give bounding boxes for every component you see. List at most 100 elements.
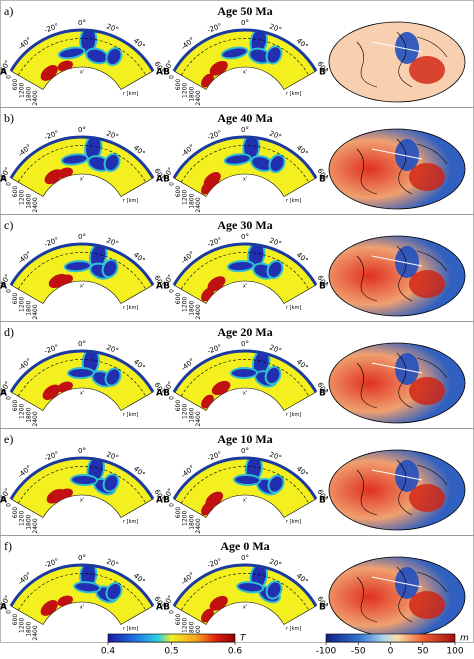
surface-rim	[9, 28, 155, 72]
depth-label: 2400	[195, 411, 202, 426]
section-body	[10, 136, 154, 197]
angle-label: 0°	[241, 233, 249, 241]
section-end: B	[163, 175, 170, 185]
map-high	[409, 270, 445, 298]
surface-rim	[172, 135, 318, 179]
depth-unit: r [km]	[286, 198, 301, 204]
depth-label: 2400	[32, 411, 39, 426]
anomalies	[201, 30, 283, 88]
section-end: A'	[156, 389, 166, 399]
section-end: B'	[319, 389, 329, 399]
colorbar-tick-label: 0.6	[228, 647, 243, 657]
angle-label: 20°	[268, 22, 282, 34]
map-coast	[356, 138, 448, 195]
panel-title: Age 30 Ma	[217, 218, 272, 232]
depth-label: 0	[5, 75, 12, 79]
panel-title: Age 50 Ma	[217, 4, 272, 18]
depth-label: 600	[175, 400, 182, 412]
map-high	[409, 484, 445, 512]
depth-label: 1200	[182, 296, 189, 311]
map-high	[409, 591, 445, 619]
panel-letter: a)	[4, 4, 13, 18]
colorbar-tick-label: 100	[446, 647, 463, 657]
depth-label: 1800	[188, 193, 195, 208]
center-label: x'	[80, 498, 84, 504]
cold-anomaly	[72, 476, 97, 485]
depth-label: 0	[5, 503, 12, 507]
map-high	[409, 56, 445, 84]
angle-label: 0°	[78, 340, 86, 348]
depth-label: 1200	[182, 510, 189, 525]
map-low	[395, 139, 419, 171]
depth-label: 2400	[195, 304, 202, 319]
section-end: A	[0, 68, 7, 78]
depth-label: 1200	[182, 403, 189, 418]
surface-rim	[9, 456, 155, 500]
panel-letter: c)	[4, 218, 13, 232]
hot-anomaly	[209, 596, 228, 611]
map-globe	[328, 21, 466, 103]
panel-title: Age 10 Ma	[217, 432, 272, 446]
depth-unit: r [km]	[286, 91, 301, 97]
cold-anomaly	[103, 260, 117, 277]
map-coast	[356, 459, 448, 516]
depth-label: 600	[12, 79, 19, 91]
depth-label: 600	[12, 614, 19, 626]
depth-label: 600	[175, 293, 182, 305]
center-label: x'	[243, 391, 247, 397]
depth-label: 1200	[19, 510, 26, 525]
transition-zone	[181, 145, 309, 183]
colorbar	[107, 633, 236, 643]
depth-unit: r [km]	[286, 412, 301, 418]
cold-anomaly	[90, 244, 106, 268]
depth-label: 1200	[19, 403, 26, 418]
angle-label: 20°	[105, 22, 119, 34]
colorbar-tick-label: 0	[388, 647, 394, 657]
center-label: x'	[243, 70, 247, 76]
hot-anomaly	[57, 60, 73, 72]
cold-anomaly	[107, 49, 121, 65]
depth-label: 600	[12, 186, 19, 198]
depth-label: 0	[5, 396, 12, 400]
map-globe	[328, 342, 466, 424]
cold-anomaly	[228, 262, 253, 271]
section-end: A	[0, 603, 7, 613]
angle-label: 20°	[105, 129, 119, 141]
surface-rim	[172, 563, 318, 607]
anomalies	[201, 351, 282, 409]
depth-label: 2400	[32, 197, 39, 212]
depth-unit: r [km]	[123, 198, 138, 204]
angle-label: 0°	[241, 447, 249, 455]
anomalies	[48, 243, 119, 289]
depth-label: 0	[168, 503, 175, 507]
cold-anomaly	[225, 155, 250, 164]
transition-zone	[18, 573, 146, 611]
depth-label: 1200	[19, 296, 26, 311]
cold-anomaly	[83, 351, 98, 374]
cold-anomaly	[252, 157, 272, 170]
cold-anomaly	[267, 47, 281, 63]
panel-title: Age 40 Ma	[217, 111, 272, 125]
hot-anomaly	[209, 61, 228, 76]
cold-anomaly	[104, 475, 118, 491]
depth-unit: r [km]	[286, 626, 301, 632]
section-body	[173, 350, 317, 411]
depth-label: 1800	[25, 193, 32, 208]
angle-label: 20°	[268, 343, 282, 355]
cold-anomaly	[65, 262, 90, 271]
depth-label: 1800	[188, 621, 195, 636]
angle-label: 0°	[78, 126, 86, 134]
depth-label: 600	[175, 186, 182, 198]
center-label: x'	[80, 284, 84, 290]
center-label: x'	[243, 284, 247, 290]
map-globe	[328, 235, 466, 317]
hot-anomaly	[42, 384, 61, 400]
colorbar-label: m	[460, 634, 469, 644]
cold-anomaly	[266, 367, 280, 384]
colorbar-tick-label: -50	[351, 647, 366, 657]
section-end: A'	[156, 68, 166, 78]
depth-label: 600	[175, 614, 182, 626]
colorbar-tick-label: 0.5	[164, 647, 178, 657]
depth-label: 1800	[25, 300, 32, 315]
surface-rim	[9, 349, 155, 393]
